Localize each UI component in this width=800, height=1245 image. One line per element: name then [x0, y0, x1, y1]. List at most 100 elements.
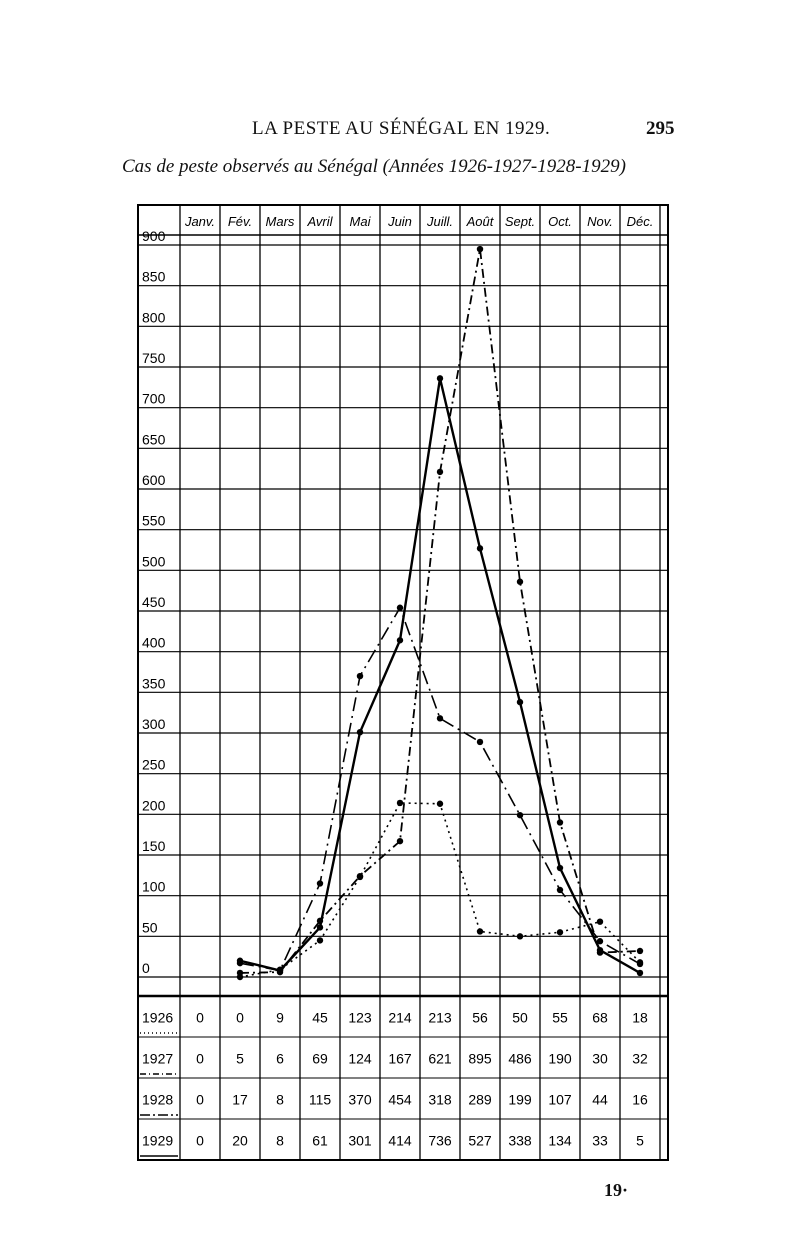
- table-cell-value: 0: [196, 1133, 204, 1149]
- table-cell-value: 5: [636, 1133, 644, 1149]
- page-header: LA PESTE AU SÉNÉGAL EN 1929. 295: [0, 118, 800, 148]
- table-cell-value: 213: [428, 1010, 452, 1026]
- data-point-1927: [556, 819, 564, 826]
- running-title: LA PESTE AU SÉNÉGAL EN 1929.: [252, 118, 551, 139]
- y-tick-label: 500: [142, 553, 166, 569]
- table-cell-value: 370: [348, 1092, 372, 1108]
- table-cell-value: 301: [348, 1133, 372, 1149]
- page-number: 295: [646, 118, 675, 139]
- table-cell-value: 124: [348, 1051, 372, 1067]
- y-tick-label: 50: [142, 919, 158, 935]
- table-cell-value: 167: [388, 1051, 412, 1067]
- y-tick-label: 600: [142, 472, 166, 488]
- data-point-1926: [436, 800, 444, 807]
- data-point-1928: [476, 738, 484, 746]
- table-cell-value: 8: [276, 1092, 284, 1108]
- x-tick-label: Mai: [350, 214, 372, 229]
- table-cell-value: 61: [312, 1133, 328, 1149]
- table-cell-value: 5: [236, 1051, 244, 1067]
- data-point-1926: [476, 928, 484, 935]
- table-cell-value: 115: [309, 1092, 332, 1108]
- y-tick-label: 700: [142, 391, 166, 407]
- y-tick-label: 300: [142, 716, 166, 732]
- x-tick-label: Fév.: [228, 214, 252, 229]
- table-cell-value: 0: [196, 1010, 204, 1026]
- table-cell-value: 69: [312, 1051, 328, 1067]
- table-cell-value: 190: [548, 1051, 572, 1067]
- table-cell-value: 621: [428, 1051, 452, 1067]
- data-point-1927: [516, 578, 524, 585]
- y-tick-label: 0: [142, 960, 150, 976]
- table-cell-value: 18: [632, 1010, 648, 1026]
- chart-title: Cas de peste observés au Sénégal (Années…: [122, 156, 626, 177]
- data-point-1928: [356, 672, 364, 680]
- table-cell-value: 50: [512, 1010, 528, 1026]
- chart-frame: [137, 204, 669, 1161]
- table-cell-value: 44: [592, 1092, 608, 1108]
- data-point-1926: [316, 937, 324, 944]
- table-cell-value: 214: [388, 1010, 412, 1026]
- data-point-1929: [356, 728, 364, 736]
- table-cell-value: 30: [592, 1051, 608, 1067]
- x-tick-label: Août: [466, 214, 495, 229]
- y-tick-label: 400: [142, 635, 166, 651]
- x-tick-label: Juin: [387, 214, 412, 229]
- y-tick-label: 200: [142, 797, 166, 813]
- x-tick-label: Avril: [306, 214, 333, 229]
- table-cell-value: 17: [232, 1092, 248, 1108]
- y-tick-label: 650: [142, 431, 166, 447]
- table-cell-value: 895: [468, 1051, 492, 1067]
- data-point-1928: [636, 960, 644, 968]
- y-tick-label: 150: [142, 838, 166, 854]
- data-point-1929: [236, 957, 244, 964]
- data-point-1929: [316, 924, 324, 931]
- data-point-1927: [396, 837, 404, 845]
- table-row-year: 1926: [142, 1010, 173, 1026]
- data-point-1927: [356, 872, 364, 880]
- table-cell-value: 32: [632, 1051, 648, 1067]
- x-tick-label: Déc.: [627, 214, 654, 229]
- y-tick-label: 800: [142, 309, 166, 325]
- data-point-1927: [436, 468, 444, 476]
- data-point-1929: [436, 375, 444, 382]
- x-tick-label: Juill.: [426, 214, 453, 229]
- table-cell-value: 123: [348, 1010, 372, 1026]
- x-tick-label: Nov.: [587, 214, 613, 229]
- table-row-year: 1929: [142, 1133, 173, 1149]
- table-row-year: 1927: [142, 1051, 173, 1067]
- data-point-1928: [556, 886, 564, 894]
- table-cell-value: 134: [548, 1133, 572, 1149]
- data-point-1929: [516, 698, 524, 706]
- table-cell-value: 6: [276, 1051, 284, 1067]
- table-cell-value: 199: [508, 1092, 532, 1108]
- table-cell-value: 289: [468, 1092, 492, 1108]
- table-cell-value: 527: [468, 1133, 492, 1149]
- series-line-1928: [239, 605, 641, 972]
- table-cell-value: 9: [276, 1010, 284, 1026]
- table-cell-value: 736: [428, 1133, 452, 1149]
- data-point-1927: [636, 947, 644, 955]
- y-tick-label: 350: [142, 675, 166, 691]
- table-cell-value: 16: [632, 1092, 648, 1108]
- y-tick-label: 450: [142, 594, 166, 610]
- table-cell-value: 68: [592, 1010, 608, 1026]
- data-point-1929: [596, 946, 604, 954]
- folio: 19·: [604, 1180, 629, 1200]
- table-cell-value: 56: [472, 1010, 488, 1026]
- table-cell-value: 454: [388, 1092, 412, 1108]
- table-cell-value: 45: [312, 1010, 328, 1026]
- table-cell-value: 0: [196, 1092, 204, 1108]
- table-cell-value: 338: [508, 1133, 532, 1149]
- data-point-1929: [396, 637, 404, 644]
- data-point-1926: [556, 929, 564, 936]
- table-cell-value: 486: [508, 1051, 532, 1067]
- table-cell-value: 20: [232, 1133, 248, 1149]
- table-cell-value: 8: [276, 1133, 284, 1149]
- table-cell-value: 107: [548, 1092, 572, 1108]
- y-tick-label: 750: [142, 350, 166, 366]
- data-point-1928: [316, 880, 324, 887]
- table-row-year: 1928: [142, 1092, 173, 1108]
- table-cell-value: 0: [196, 1051, 204, 1067]
- table-cell-value: 0: [236, 1010, 244, 1026]
